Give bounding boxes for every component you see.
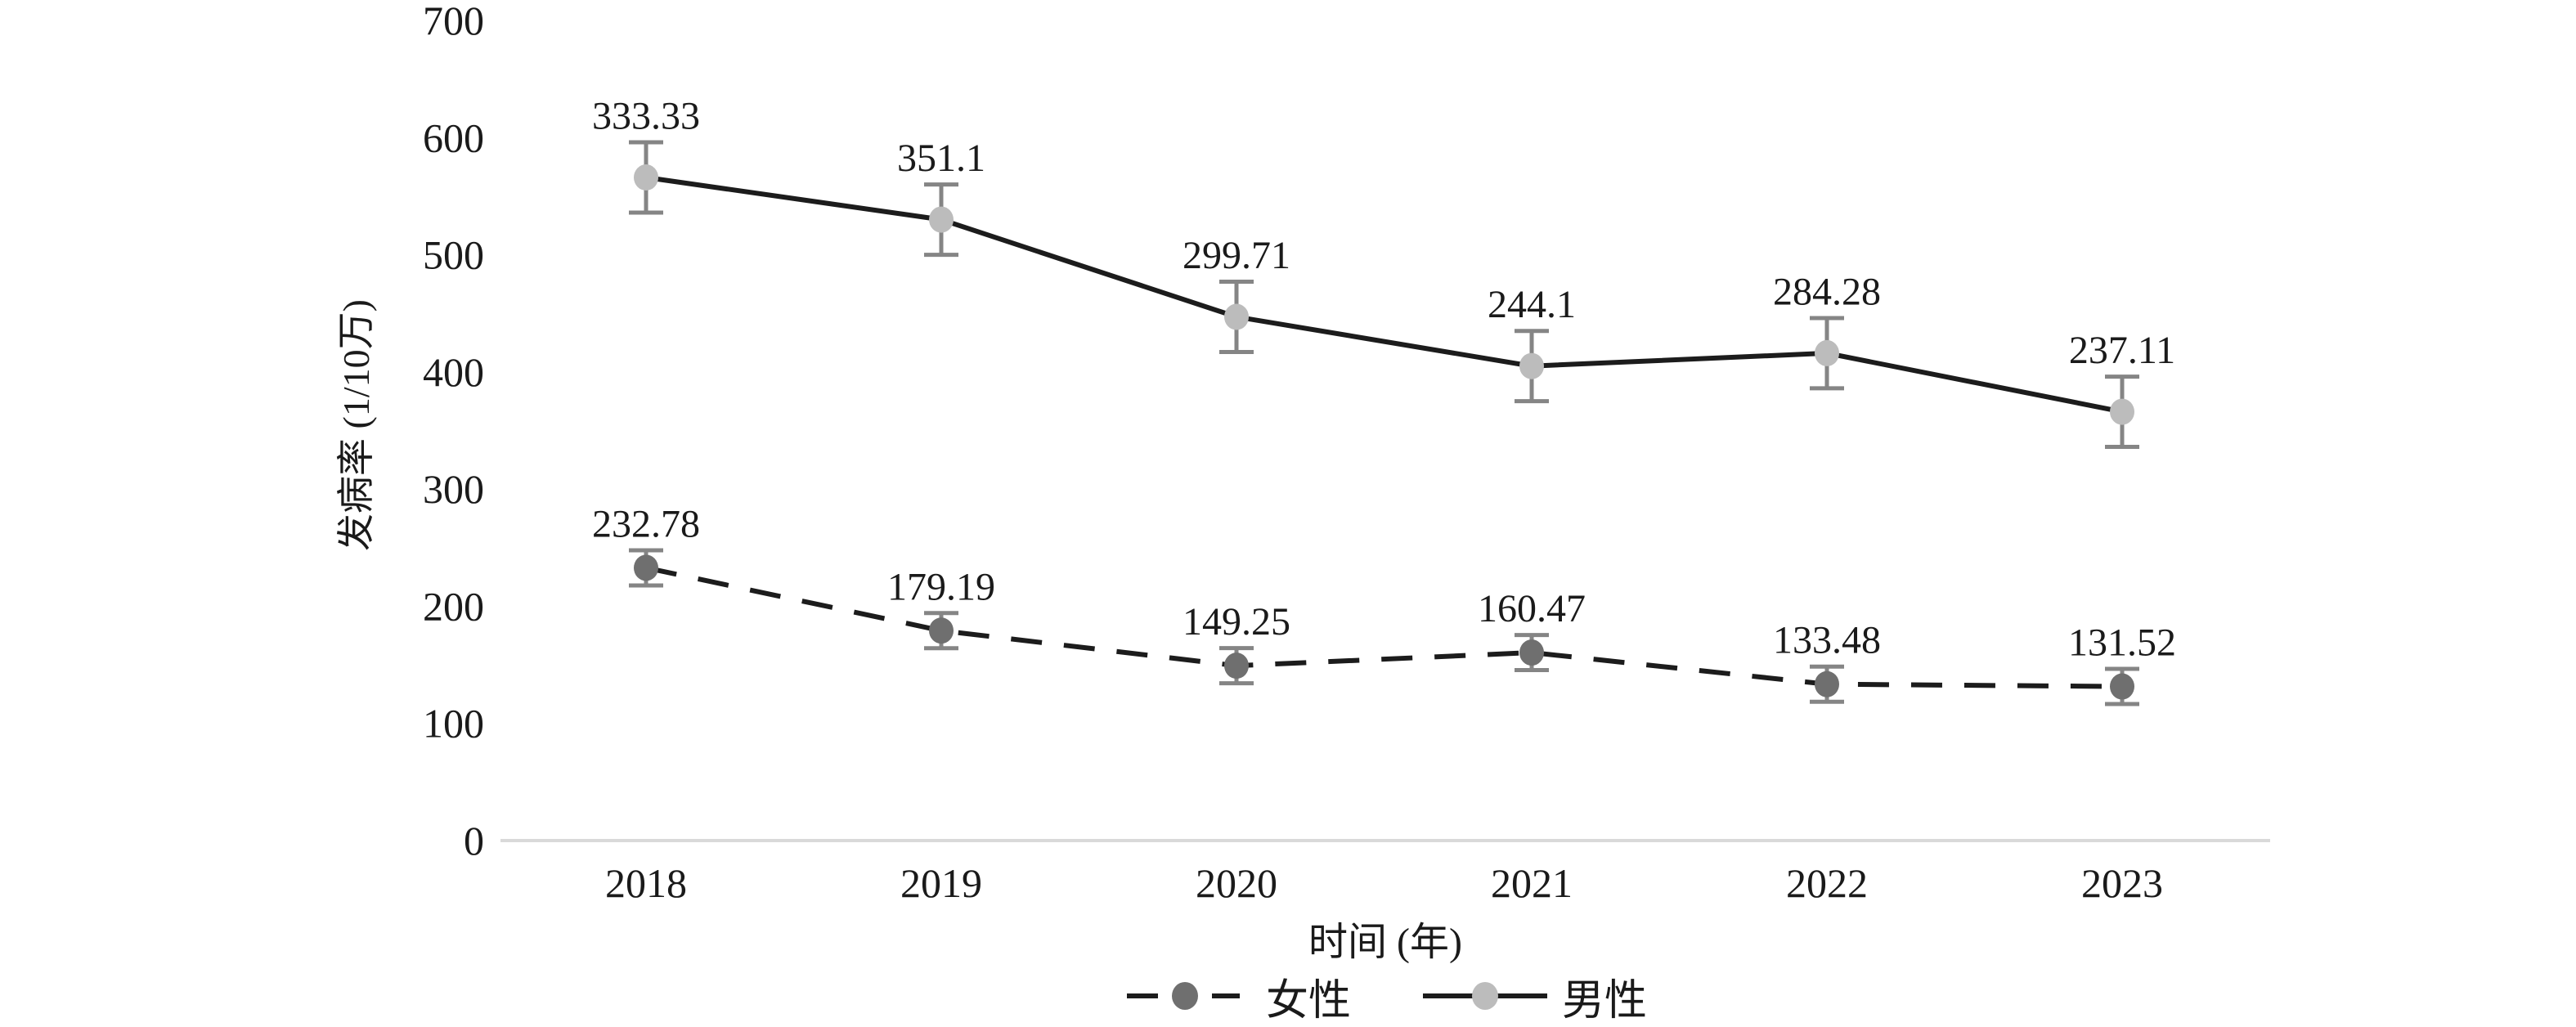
male-marker-2018 (634, 164, 658, 191)
male-marker-2022 (1815, 339, 1839, 366)
female-series: 232.78 179.19 149.25 160.47 133.48 131.52 (592, 502, 2176, 706)
female-data-label-2022: 133.48 (1773, 619, 1881, 662)
male-data-label-2021: 244.1 (1488, 283, 1576, 326)
female-data-label-2019: 179.19 (887, 565, 995, 608)
female-legend-marker (1126, 982, 1240, 1010)
male-data-label-2019: 351.1 (897, 137, 985, 180)
y-tick-label: 100 (423, 701, 484, 747)
y-tick-label: 400 (423, 349, 484, 395)
female-line (645, 565, 2123, 689)
female-data-label-2023: 131.52 (2068, 621, 2176, 665)
female-legend-label: 女性 (1265, 977, 1351, 1025)
x-tick-label: 2023 (2081, 860, 2163, 906)
y-tick-label: 700 (423, 0, 484, 43)
male-legend-marker (1423, 982, 1547, 1010)
male-marker-2019 (929, 206, 954, 233)
x-tick-label: 2018 (605, 860, 687, 906)
male-marker-2023 (2110, 398, 2134, 425)
female-data-label-2018: 232.78 (592, 502, 700, 545)
legend-item-male: 男性 (1420, 966, 1647, 1027)
y-tick-label: 600 (423, 114, 484, 160)
y-tick-label: 300 (423, 466, 484, 512)
y-tick-label: 500 (423, 232, 484, 278)
x-axis-title: 时间 (年) (1308, 921, 1462, 964)
male-marker-2021 (1519, 352, 1544, 379)
x-tick-label: 2022 (1786, 860, 1868, 906)
y-tick-label: 200 (423, 583, 484, 629)
chart-legend: 女性 男性 (500, 971, 2270, 1025)
x-tick-label: 2019 (900, 860, 982, 906)
female-marker-2021 (1519, 639, 1544, 666)
female-marker-2020 (1224, 653, 1249, 679)
y-axis-title: 发病率 (1/10万) (335, 299, 377, 551)
male-data-label-2018: 333.33 (592, 95, 700, 138)
x-tick-label: 2020 (1196, 860, 1277, 906)
male-legend-label: 男性 (1562, 977, 1648, 1025)
female-marker-2019 (929, 617, 954, 644)
legend-item-female: 女性 (1124, 966, 1351, 1027)
male-data-label-2022: 284.28 (1773, 270, 1881, 313)
female-marker-2022 (1815, 670, 1839, 697)
male-data-label-2023: 237.11 (2069, 329, 2175, 372)
female-data-label-2021: 160.47 (1478, 587, 1586, 630)
female-marker-2018 (634, 554, 658, 581)
female-data-label-2020: 149.25 (1183, 600, 1290, 644)
female-marker-2023 (2110, 673, 2134, 700)
male-series: 333.33 351.1 299.71 244.1 284.28 237.11 (592, 95, 2175, 450)
male-data-label-2020: 299.71 (1183, 234, 1290, 277)
male-line (645, 175, 2123, 415)
male-marker-2020 (1224, 303, 1249, 330)
x-tick-label: 2021 (1491, 860, 1573, 906)
y-tick-label: 0 (464, 818, 484, 863)
